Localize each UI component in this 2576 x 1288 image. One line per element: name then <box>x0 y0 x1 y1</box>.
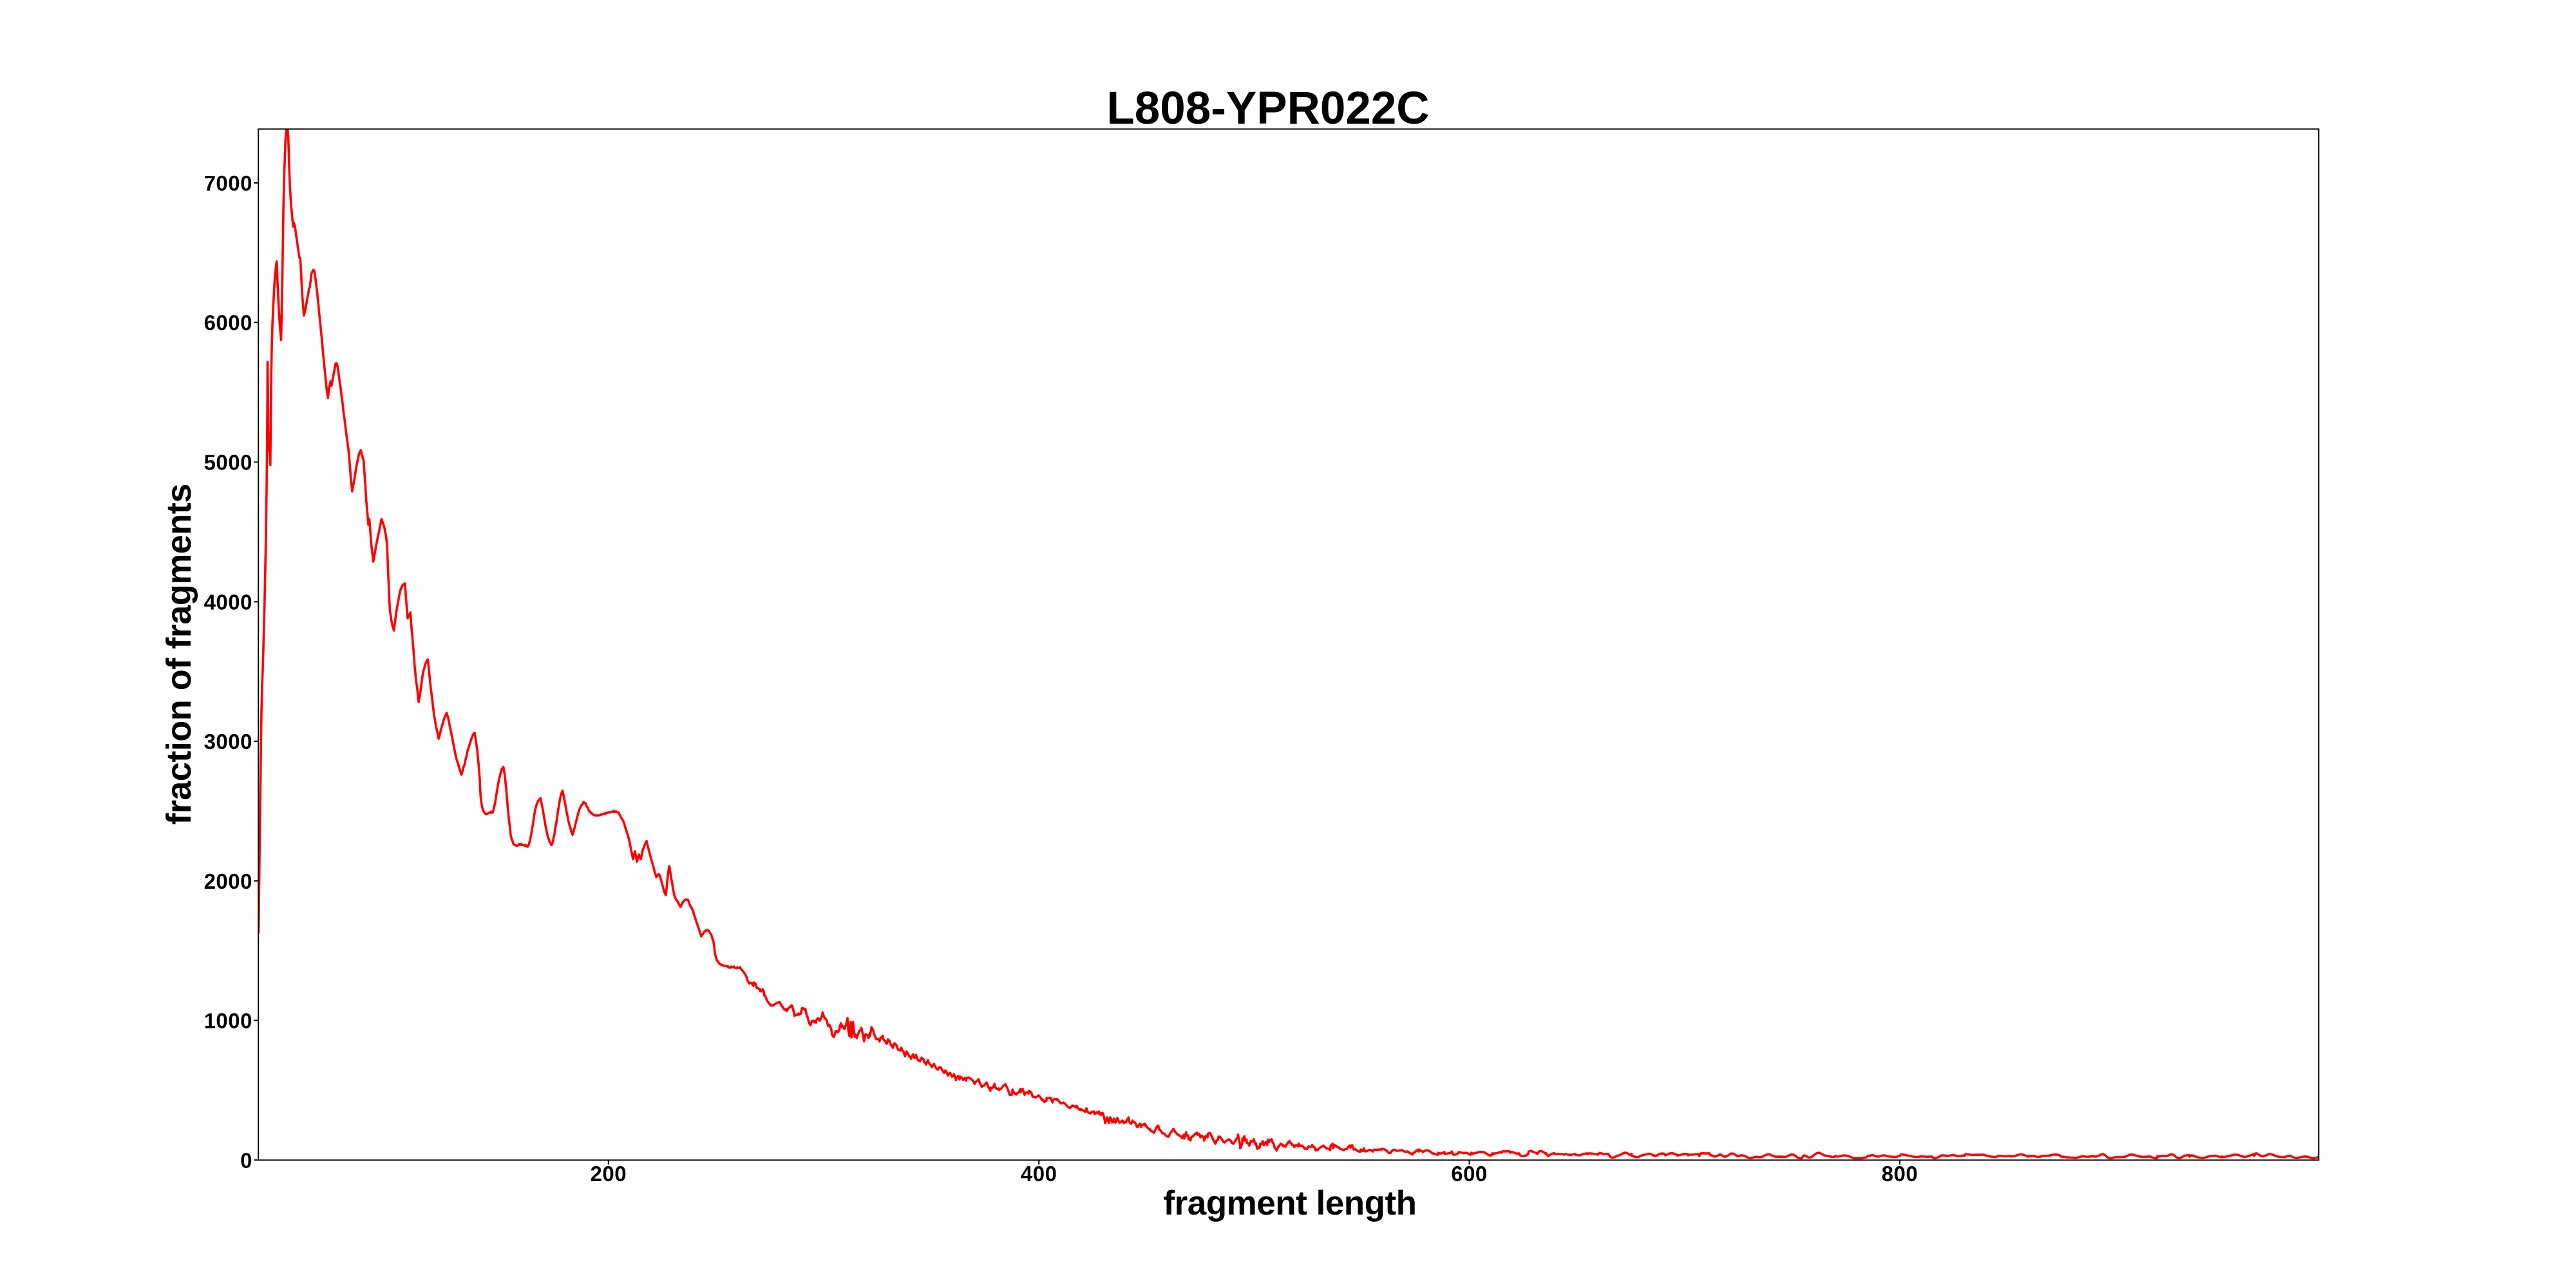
svg-text:600: 600 <box>1451 1162 1488 1186</box>
svg-text:1000: 1000 <box>204 1009 252 1033</box>
svg-text:4000: 4000 <box>204 590 252 614</box>
svg-text:6000: 6000 <box>204 311 252 335</box>
svg-text:fragment length: fragment length <box>1164 1184 1417 1222</box>
svg-text:800: 800 <box>1882 1162 1918 1186</box>
svg-text:3000: 3000 <box>204 730 252 753</box>
svg-text:fraction of fragments: fraction of fragments <box>160 484 198 825</box>
svg-text:2000: 2000 <box>204 869 252 893</box>
svg-text:0: 0 <box>240 1148 252 1172</box>
svg-text:7000: 7000 <box>204 171 252 195</box>
svg-text:5000: 5000 <box>204 451 252 475</box>
svg-text:L808-YPR022C: L808-YPR022C <box>1106 83 1429 134</box>
svg-text:200: 200 <box>591 1162 627 1186</box>
svg-text:400: 400 <box>1021 1162 1057 1186</box>
